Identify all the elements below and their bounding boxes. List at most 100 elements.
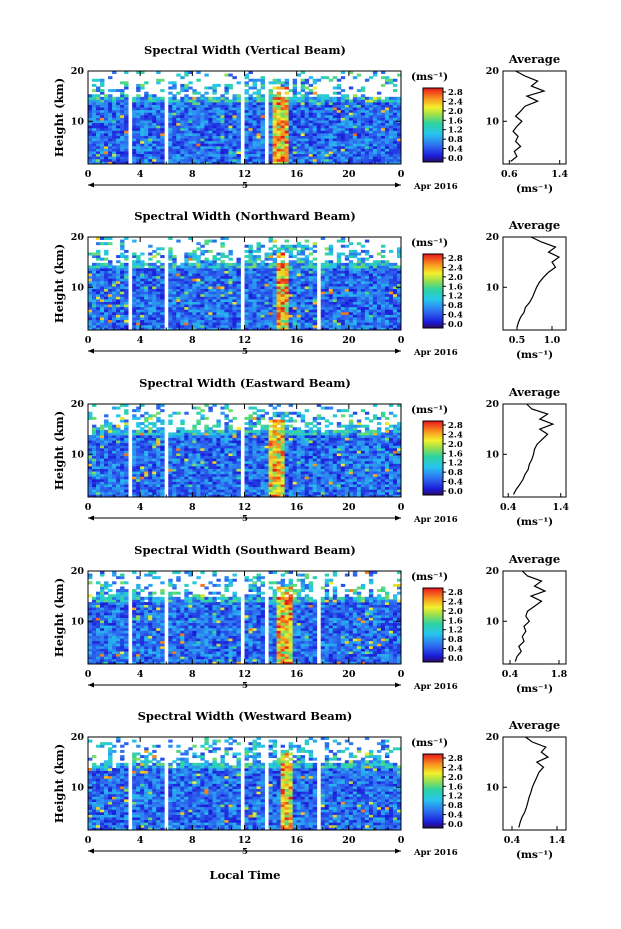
heatmap-cell [272, 148, 277, 152]
heatmap-cell [132, 409, 137, 413]
heatmap-cell [324, 107, 330, 111]
heatmap-cell [300, 81, 306, 85]
heatmap-cell [172, 270, 177, 274]
heatmap-cell [384, 81, 390, 85]
heatmap-cell [352, 317, 358, 321]
heatmap-cell [332, 76, 338, 80]
heatmap-cell [300, 314, 306, 318]
heatmap-cell [216, 280, 221, 284]
heatmap-cell [320, 309, 326, 313]
heatmap-cell [144, 473, 149, 477]
heatmap-cell [236, 306, 241, 310]
heatmap-cell [192, 324, 197, 328]
heatmap-cell [304, 125, 310, 129]
heatmap-cell [184, 151, 189, 155]
panel-title: Spectral Width (Eastward Beam) [139, 376, 351, 390]
heatmap-cell [244, 309, 249, 313]
heatmap-cell [332, 299, 338, 302]
heatmap-cell [320, 114, 326, 118]
heatmap-cell [236, 143, 241, 147]
heatmap-cell [192, 161, 197, 165]
heatmap-cell [388, 151, 394, 155]
heatmap-cell [376, 99, 382, 103]
heatmap-cell [344, 143, 350, 147]
heatmap-cell [396, 102, 402, 105]
heatmap-cell [312, 138, 318, 142]
heatmap-cell [108, 76, 113, 80]
heatmap-cell [352, 301, 358, 305]
heatmap-cell [144, 99, 149, 103]
heatmap-cell [348, 135, 354, 139]
heatmap-cell [196, 265, 201, 269]
heatmap-cell [180, 288, 185, 292]
heatmap-cell [288, 117, 294, 121]
heatmap-cell [228, 252, 233, 256]
heatmap-cell [320, 156, 326, 160]
heatmap-cell [368, 273, 374, 277]
heatmap-cell [280, 96, 286, 100]
heatmap-cell [136, 71, 141, 74]
heatmap-cell [292, 260, 298, 264]
heatmap-cell [280, 244, 286, 248]
heatmap-cell [156, 314, 161, 318]
heatmap-cell [132, 414, 137, 418]
heatmap-cell [204, 283, 209, 287]
heatmap-cell [108, 145, 113, 149]
panel-title: Spectral Width (Northward Beam) [134, 209, 356, 223]
heatmap-cell [276, 112, 282, 116]
heatmap-cell [328, 125, 334, 129]
heatmap-cell [216, 319, 221, 323]
heatmap-cell [360, 114, 366, 118]
heatmap-cell [184, 283, 189, 287]
heatmap-cell [304, 109, 310, 113]
heatmap-cell [168, 120, 173, 124]
heatmap-cell [256, 296, 261, 300]
heatmap-cell [312, 135, 318, 139]
heatmap-cell [372, 296, 378, 300]
heatmap-cell [308, 153, 314, 157]
heatmap-cell [320, 317, 326, 321]
heatmap-cell [204, 319, 209, 323]
heatmap-cell [292, 296, 298, 300]
heatmap-cell [340, 161, 346, 165]
heatmap-cell [204, 268, 209, 271]
heatmap-cell [152, 158, 157, 162]
heatmap-cell [104, 486, 109, 490]
heatmap-cell [88, 273, 93, 277]
heatmap-cell [368, 120, 374, 124]
heatmap-cell [264, 306, 269, 310]
profile-frame [502, 70, 567, 165]
heatmap-cell [268, 148, 273, 152]
heatmap-cell [388, 309, 394, 313]
heatmap-cell [116, 450, 121, 454]
heatmap-cell [184, 117, 189, 121]
heatmap-cell [132, 466, 137, 469]
heatmap-cell [172, 117, 177, 121]
heatmap-cell [292, 273, 298, 277]
heatmap-cell [260, 262, 265, 266]
heatmap-cell [136, 86, 141, 90]
heatmap-cell [168, 153, 173, 157]
heatmap-cell [196, 112, 201, 116]
heatmap-cell [340, 127, 346, 131]
heatmap-cell [160, 148, 165, 152]
heatmap-cell [156, 78, 161, 82]
heatmap-cell [324, 293, 330, 297]
heatmap-cell [396, 161, 402, 165]
heatmap-cell [172, 275, 177, 279]
heatmap-cell [244, 280, 249, 284]
heatmap-cell [144, 273, 149, 277]
heatmap-cell [332, 161, 338, 165]
heatmap-cell [236, 278, 241, 282]
colorbar-tick-label: 0.4 [448, 145, 463, 155]
heatmap-cell [208, 288, 213, 292]
heatmap-cell [216, 96, 221, 100]
heatmap-cell [384, 270, 390, 274]
heatmap-cell [172, 86, 177, 90]
heatmap-cell [356, 273, 362, 277]
heatmap-cell [256, 324, 261, 328]
heatmap-cell [108, 140, 113, 144]
heatmap-cell [248, 262, 253, 266]
heatmap-cell [308, 158, 314, 162]
heatmap-cell [180, 296, 185, 300]
